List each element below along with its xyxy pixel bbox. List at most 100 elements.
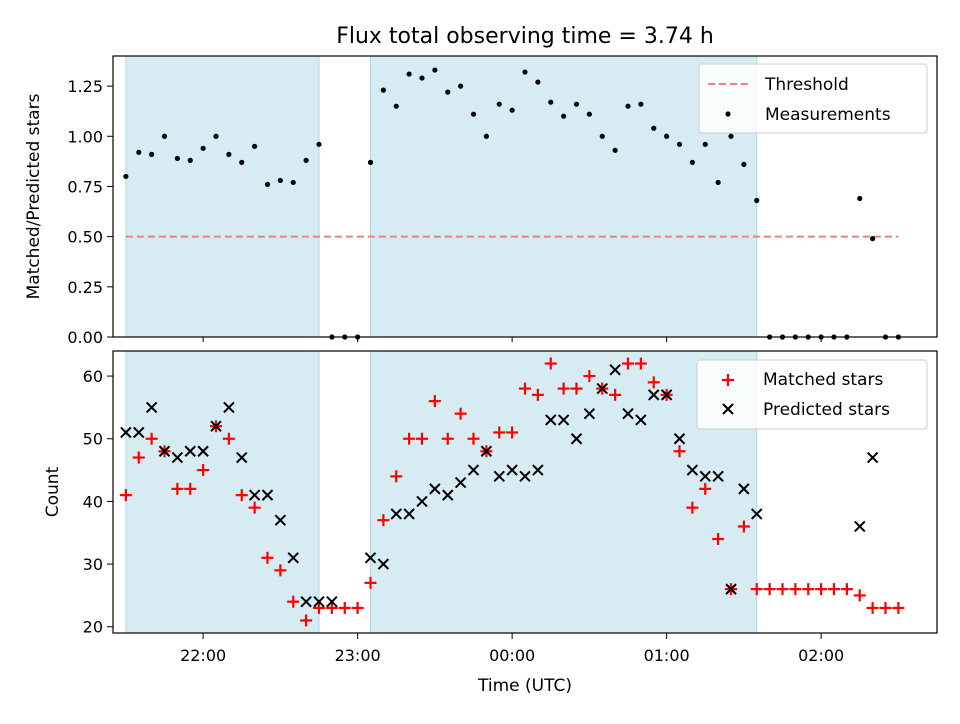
top-axes-frame bbox=[112, 55, 938, 338]
matched-star-point bbox=[119, 489, 132, 502]
y-tick-label: 0.00 bbox=[67, 328, 103, 347]
measurement-point bbox=[625, 103, 631, 109]
measurement-point bbox=[535, 79, 541, 85]
legend-predicted-swatch bbox=[722, 403, 734, 415]
measurement-point bbox=[676, 141, 683, 147]
matched-star-point bbox=[802, 583, 815, 596]
predicted-star-point bbox=[145, 401, 158, 414]
predicted-star-point bbox=[261, 489, 274, 501]
measurement-point bbox=[174, 155, 180, 161]
predicted-star-point bbox=[751, 508, 763, 520]
matched-star-point bbox=[815, 583, 828, 596]
measurement-point bbox=[213, 133, 219, 139]
matched-star-point bbox=[287, 595, 300, 608]
measurement-point bbox=[857, 195, 863, 202]
matched-star-point bbox=[325, 601, 338, 614]
matched-star-point bbox=[519, 382, 531, 395]
matched-star-point bbox=[403, 432, 416, 445]
measurement-point bbox=[161, 133, 168, 139]
matched-star-point bbox=[557, 382, 570, 395]
matched-star-point bbox=[892, 601, 905, 614]
matched-star-point bbox=[416, 432, 428, 445]
matched-star-point bbox=[609, 388, 622, 401]
predicted-star-point bbox=[133, 426, 145, 439]
bottom-axes-frame bbox=[112, 350, 938, 634]
matched-star-point bbox=[673, 445, 686, 458]
predicted-star-point bbox=[699, 470, 711, 483]
measurement-point bbox=[741, 161, 747, 167]
predicted-star-point bbox=[609, 364, 621, 376]
measurement-point bbox=[239, 159, 245, 165]
measurement-point bbox=[406, 71, 412, 77]
measurement-point bbox=[380, 87, 386, 93]
measurement-point bbox=[599, 133, 605, 139]
predicted-star-point bbox=[686, 464, 699, 476]
measurement-point bbox=[264, 181, 271, 188]
predicted-star-point bbox=[171, 451, 184, 464]
top-x-ticks bbox=[202, 337, 822, 342]
y-tick-label: 40 bbox=[83, 492, 103, 511]
measurement-point bbox=[715, 179, 721, 186]
legend-predicted-label: Predicted stars bbox=[763, 400, 890, 420]
predicted-star-point bbox=[622, 407, 634, 420]
top-legend: Threshold Measurements bbox=[698, 63, 928, 134]
predicted-star-point bbox=[326, 595, 338, 608]
predicted-star-point bbox=[557, 414, 570, 426]
predicted-star-point bbox=[403, 508, 415, 520]
measurement-point bbox=[149, 151, 155, 157]
measurement-point bbox=[689, 159, 695, 165]
matched-star-point bbox=[583, 370, 596, 383]
measurement-point bbox=[483, 133, 489, 139]
matched-star-point bbox=[622, 357, 634, 370]
predicted-star-point bbox=[648, 389, 660, 401]
measurement-point bbox=[316, 141, 322, 147]
predicted-star-point bbox=[545, 414, 557, 426]
predicted-star-point bbox=[673, 433, 686, 445]
predicted-star-point bbox=[300, 595, 312, 608]
matched-star-point bbox=[184, 482, 197, 495]
predicted-star-point bbox=[738, 483, 750, 495]
x-tick-label: 02:00 bbox=[798, 646, 844, 665]
predicted-star-point bbox=[390, 508, 402, 520]
measurement-point bbox=[393, 103, 399, 109]
y-tick-label: 30 bbox=[83, 555, 103, 574]
matched-star-point bbox=[338, 601, 351, 614]
y-tick-label: 0.50 bbox=[67, 228, 103, 247]
top-shaded-intervals bbox=[125, 55, 758, 338]
predicted-star-point bbox=[596, 382, 608, 395]
matched-star-point bbox=[222, 432, 235, 445]
matched-star-point bbox=[132, 451, 145, 464]
legend-matched-label: Matched stars bbox=[763, 370, 883, 390]
predicted-star-point bbox=[480, 445, 493, 457]
bottom-shaded-intervals bbox=[125, 350, 758, 634]
top-y-ticks: 0.00 0.25 0.50 0.75 1.00 1.25 bbox=[67, 77, 113, 347]
predicted-star-point bbox=[158, 445, 171, 457]
measurement-point bbox=[754, 197, 760, 204]
x-axis-label: Time (UTC) bbox=[477, 676, 572, 696]
shaded-interval bbox=[125, 350, 320, 634]
measurement-point bbox=[702, 141, 708, 147]
measurement-point bbox=[638, 101, 644, 107]
measurement-point bbox=[870, 236, 876, 242]
bottom-panel: 20 30 40 50 60 22:00 23:00 00:00 01:00 02:00 Cou… bbox=[43, 350, 938, 696]
matched-star-points bbox=[119, 357, 905, 627]
matched-star-point bbox=[737, 520, 750, 533]
predicted-star-point bbox=[313, 595, 325, 608]
measurement-point bbox=[586, 111, 592, 117]
measurement-point bbox=[458, 83, 464, 89]
bottom-x-ticks: 22:00 23:00 00:00 01:00 02:00 bbox=[180, 633, 844, 665]
y-tick-label: 20 bbox=[83, 618, 103, 637]
measurement-point bbox=[200, 145, 206, 151]
matched-star-point bbox=[467, 432, 480, 445]
predicted-star-point bbox=[467, 464, 480, 476]
y-tick-label: 0.75 bbox=[67, 177, 103, 196]
predicted-star-point bbox=[442, 489, 454, 501]
measurement-point bbox=[303, 157, 309, 163]
matched-star-point bbox=[493, 426, 506, 439]
matched-star-point bbox=[776, 583, 789, 596]
predicted-star-point bbox=[519, 470, 531, 483]
matched-star-point bbox=[789, 583, 802, 596]
y-tick-label: 50 bbox=[83, 430, 103, 449]
measurement-point bbox=[612, 147, 618, 153]
measurement-point bbox=[226, 151, 232, 157]
